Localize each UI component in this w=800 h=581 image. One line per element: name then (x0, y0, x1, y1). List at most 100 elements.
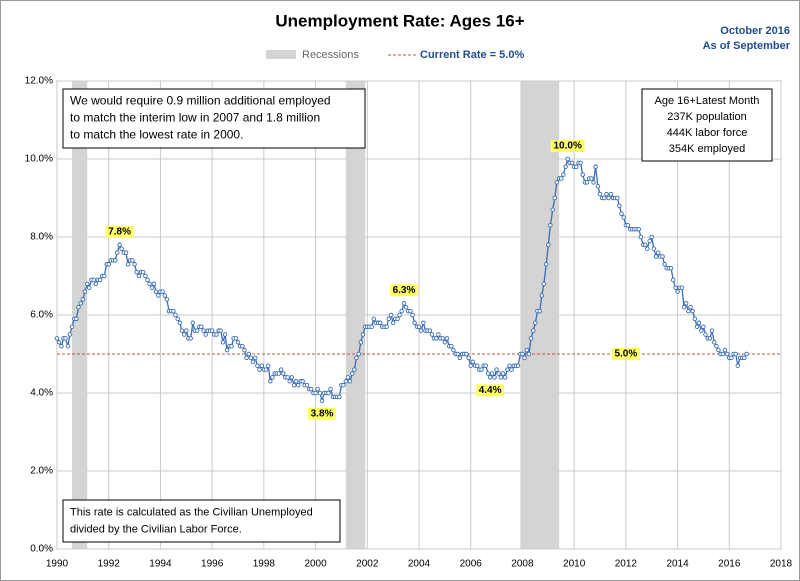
data-point (78, 301, 84, 306)
note-text: Age 16+Latest Month (655, 95, 760, 107)
data-point (595, 184, 601, 189)
data-point (147, 281, 152, 287)
data-point (515, 363, 521, 368)
data-point (229, 343, 234, 349)
data-point (498, 375, 504, 380)
y-tick-label: 12.0% (25, 76, 53, 87)
data-point (554, 180, 560, 185)
data-point (114, 250, 120, 255)
data-point (436, 332, 441, 337)
data-point (507, 363, 512, 368)
data-point (145, 277, 150, 283)
callout-highlight (308, 407, 337, 420)
data-point (455, 351, 461, 357)
data-point (140, 269, 146, 275)
data-point (729, 355, 734, 361)
data-point (390, 320, 396, 326)
x-tick-label: 2002 (356, 559, 379, 570)
data-point (345, 375, 351, 380)
data-point (354, 355, 359, 361)
data-point (76, 304, 81, 310)
data-point (541, 281, 547, 287)
data-point (722, 347, 728, 353)
data-point (688, 304, 693, 310)
data-point (220, 340, 226, 345)
note-text: 354K employed (669, 143, 745, 155)
date-line: As of September (703, 40, 791, 52)
x-tick-label: 1992 (98, 559, 121, 570)
data-point (487, 375, 493, 380)
data-point (56, 340, 62, 345)
data-point (442, 340, 448, 345)
data-point (597, 191, 603, 197)
data-point (156, 293, 161, 298)
data-point (561, 172, 566, 177)
data-point (660, 254, 665, 259)
data-point (132, 262, 137, 267)
data-point (533, 320, 538, 326)
data-point (350, 371, 355, 376)
data-point (149, 285, 155, 290)
note-box (62, 499, 341, 543)
callout-label: 4.4% (479, 385, 502, 396)
data-point (199, 324, 204, 329)
data-point (388, 312, 394, 318)
data-point (65, 343, 71, 349)
data-point (696, 320, 702, 326)
data-point (369, 324, 374, 329)
data-point (524, 347, 530, 353)
data-point (474, 363, 480, 368)
data-point (347, 379, 353, 384)
data-point (625, 223, 631, 228)
data-point (67, 332, 73, 337)
data-point (194, 328, 200, 333)
data-point (153, 289, 159, 294)
date-line: October 2016 (720, 25, 790, 37)
data-point (686, 308, 691, 314)
legend-swatch (266, 50, 296, 59)
x-tick-label: 2008 (511, 559, 534, 570)
data-point (744, 351, 749, 357)
data-point (300, 379, 305, 384)
data-point (134, 269, 139, 275)
data-point (580, 172, 585, 177)
data-point (384, 324, 389, 329)
data-point (151, 281, 157, 287)
data-point (233, 336, 239, 341)
callout-highlight (390, 284, 419, 297)
data-point (143, 273, 148, 279)
note-box (62, 88, 366, 149)
data-point (130, 258, 135, 263)
data-point (240, 343, 245, 349)
callout-label: 6.3% (393, 285, 416, 296)
data-point (470, 359, 476, 365)
data-point (683, 301, 689, 306)
data-point (522, 355, 527, 361)
data-point (69, 324, 75, 329)
data-point (489, 371, 495, 376)
data-point (451, 347, 456, 353)
data-point (246, 351, 252, 357)
data-point (543, 262, 549, 267)
data-point (573, 164, 579, 170)
note-box (641, 88, 773, 162)
data-point (494, 367, 499, 372)
y-tick-label: 0.0% (30, 544, 53, 555)
data-point (720, 351, 726, 357)
data-point (485, 371, 491, 376)
note-text: divided by the Civilian Labor Force. (70, 523, 242, 535)
legend-label: Current Rate = 5.0% (420, 49, 524, 61)
data-point (662, 262, 667, 267)
data-point (509, 367, 514, 372)
note-text: to match the lowest rate in 2000. (70, 128, 243, 142)
data-point (164, 297, 170, 302)
data-point (440, 336, 446, 341)
data-point (160, 289, 165, 294)
callout-highlight (611, 348, 640, 360)
data-point (712, 340, 717, 345)
data-point (645, 246, 650, 251)
data-point (278, 367, 284, 372)
data-point (401, 301, 407, 306)
data-point (464, 351, 469, 357)
data-point (304, 382, 310, 388)
